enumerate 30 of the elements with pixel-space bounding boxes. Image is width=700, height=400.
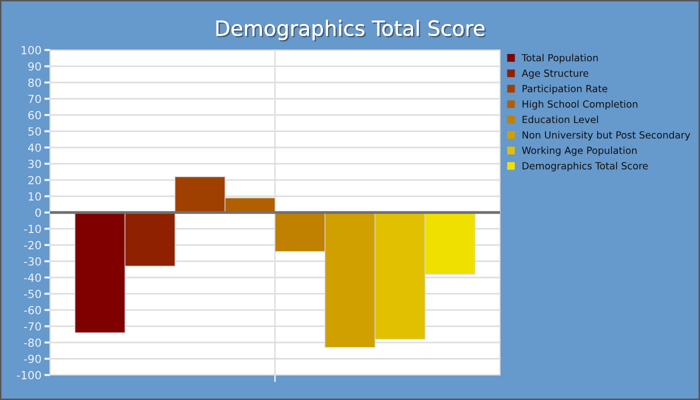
y-tick-label: 20 <box>28 176 41 184</box>
y-tick-label: 90 <box>28 62 41 71</box>
y-tick-label: 50 <box>28 127 41 136</box>
chart-title: Demographics Total Score <box>216 20 486 42</box>
legend-label: Total Population <box>522 54 598 64</box>
legend-label: Non University but Post Secondary <box>522 131 690 140</box>
y-tick-label: 60 <box>28 110 41 120</box>
y-tick-label: 70 <box>28 94 41 104</box>
y-tick-label: -100 <box>16 370 41 380</box>
legend-label: Age Structure <box>522 70 588 79</box>
y-tick-label: 0 <box>35 208 41 217</box>
y-tick-label: -80 <box>24 338 41 347</box>
y-tick-label: -40 <box>24 273 41 282</box>
y-tick-label: 80 <box>28 78 41 87</box>
legend-label: High School Completion <box>522 100 638 110</box>
y-tick-label: -90 <box>24 354 41 364</box>
y-tick-label: 100 <box>22 46 41 54</box>
y-tick-label: -50 <box>24 290 41 298</box>
y-tick-label: 40 <box>28 143 41 152</box>
legend-label: Education Level <box>522 116 598 124</box>
y-tick-label: -60 <box>24 306 41 314</box>
y-tick-label: -10 <box>24 224 41 234</box>
y-tick-label: 10 <box>28 192 41 201</box>
y-tick-label: -30 <box>24 257 41 266</box>
y-tick-label: 30 <box>28 160 41 168</box>
legend-label: Demographics Total Score <box>522 162 648 172</box>
y-tick-label: -20 <box>24 240 41 250</box>
legend-label: Working Age Population <box>522 146 637 156</box>
legend-label: Participation Rate <box>522 84 608 94</box>
y-tick-label: -70 <box>24 322 41 331</box>
